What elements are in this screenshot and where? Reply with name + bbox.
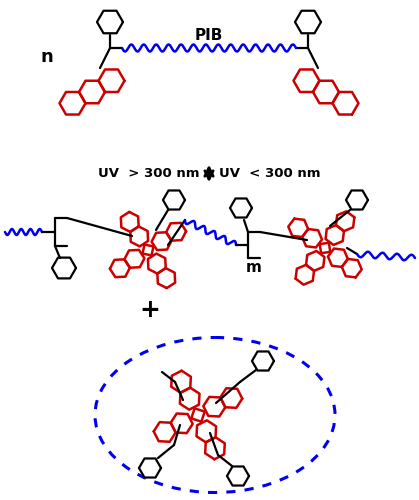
Polygon shape (130, 226, 148, 246)
Polygon shape (158, 268, 175, 288)
Polygon shape (203, 397, 225, 416)
Polygon shape (98, 70, 124, 92)
Polygon shape (296, 265, 314, 284)
Polygon shape (346, 190, 368, 210)
Polygon shape (124, 250, 145, 268)
Polygon shape (227, 466, 249, 485)
Polygon shape (163, 190, 185, 210)
Polygon shape (171, 414, 193, 433)
Polygon shape (293, 70, 320, 92)
Polygon shape (171, 370, 191, 392)
Polygon shape (154, 422, 176, 442)
Polygon shape (121, 212, 139, 232)
Polygon shape (230, 198, 252, 218)
Text: m: m (246, 260, 262, 276)
Polygon shape (191, 408, 205, 422)
Polygon shape (320, 243, 330, 253)
Polygon shape (295, 10, 321, 34)
Polygon shape (142, 244, 153, 256)
Polygon shape (288, 218, 308, 237)
Polygon shape (306, 251, 324, 271)
Polygon shape (205, 438, 225, 460)
Text: PIB: PIB (195, 28, 223, 44)
Polygon shape (313, 80, 339, 104)
Polygon shape (302, 229, 322, 248)
Polygon shape (252, 352, 274, 370)
Polygon shape (139, 458, 161, 477)
Polygon shape (166, 223, 186, 240)
Polygon shape (220, 388, 242, 408)
Text: UV  > 300 nm: UV > 300 nm (98, 167, 199, 180)
Polygon shape (342, 259, 362, 278)
Text: UV  < 300 nm: UV < 300 nm (219, 167, 321, 180)
Polygon shape (110, 260, 130, 277)
Polygon shape (59, 92, 85, 114)
Polygon shape (148, 254, 166, 274)
Polygon shape (79, 80, 105, 104)
Polygon shape (152, 232, 171, 250)
Polygon shape (336, 212, 354, 231)
Polygon shape (197, 420, 216, 442)
Polygon shape (328, 248, 348, 267)
Polygon shape (52, 258, 76, 278)
Text: +: + (140, 298, 160, 322)
Text: n: n (41, 48, 53, 66)
Polygon shape (180, 388, 199, 409)
Polygon shape (97, 10, 123, 34)
Polygon shape (333, 92, 359, 114)
Polygon shape (326, 225, 344, 245)
